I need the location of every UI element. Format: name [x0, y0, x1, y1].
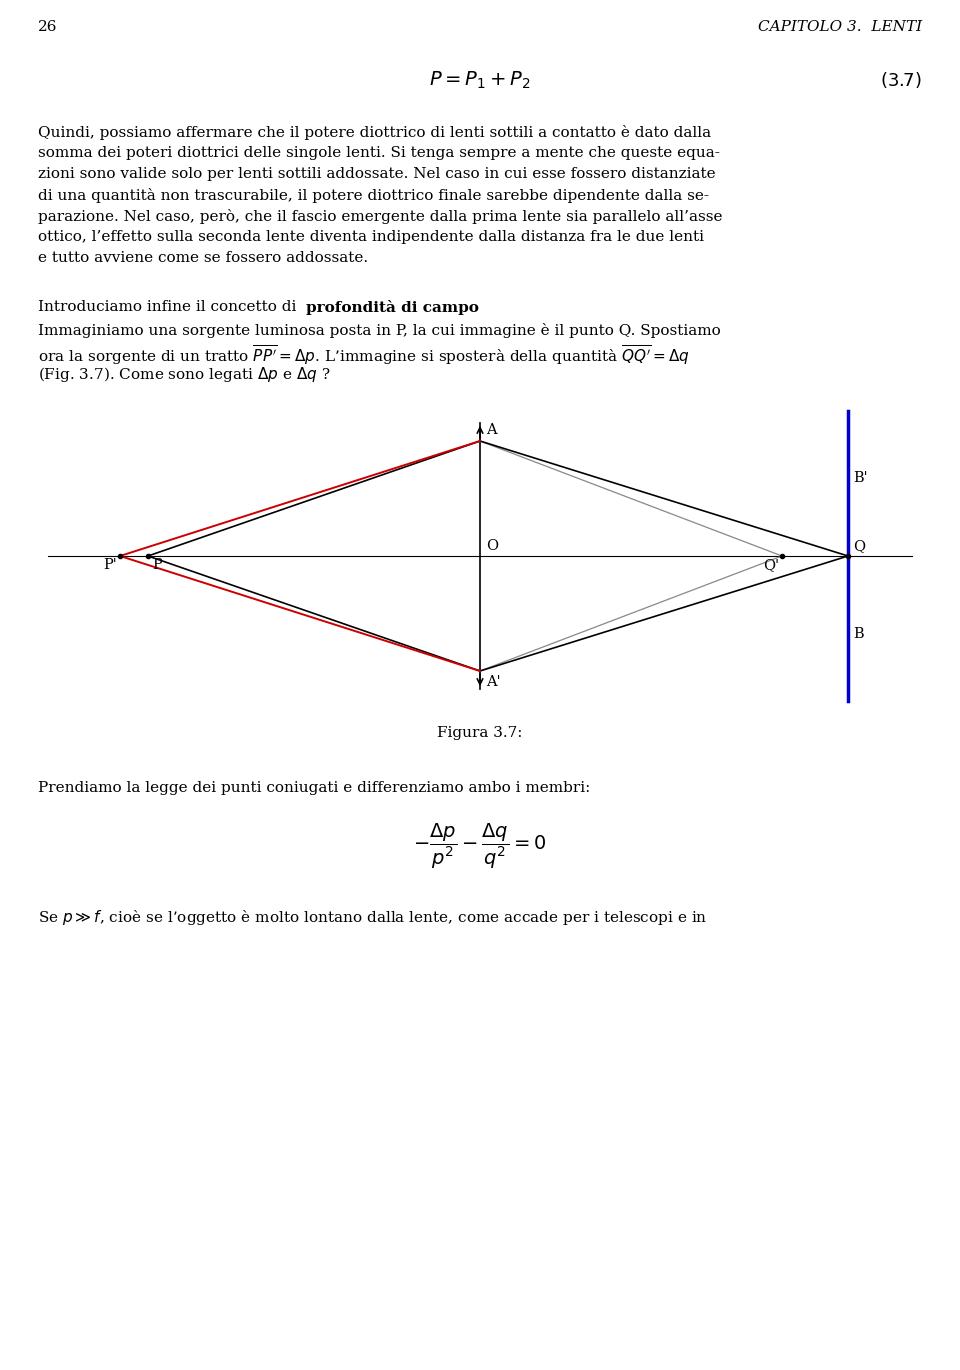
Text: profondità di campo: profondità di campo	[306, 300, 479, 315]
Text: .: .	[442, 300, 446, 314]
Text: Quindi, possiamo affermare che il potere diottrico di lenti sottili a contatto è: Quindi, possiamo affermare che il potere…	[38, 125, 711, 140]
Text: O: O	[486, 538, 498, 553]
Text: P: P	[152, 558, 161, 573]
Text: B: B	[853, 627, 864, 641]
Text: Introduciamo infine il concetto di: Introduciamo infine il concetto di	[38, 300, 301, 314]
Text: Figura 3.7:: Figura 3.7:	[437, 726, 523, 740]
Text: 26: 26	[38, 21, 58, 34]
Text: Prendiamo la legge dei punti coniugati e differenziamo ambo i membri:: Prendiamo la legge dei punti coniugati e…	[38, 781, 590, 795]
Text: A': A'	[486, 675, 500, 689]
Text: $P = P_1 + P_2$: $P = P_1 + P_2$	[429, 70, 531, 90]
Text: ora la sorgente di un tratto $\overline{PP'} = \Delta p$. L’immagine si sposterà: ora la sorgente di un tratto $\overline{…	[38, 344, 690, 367]
Text: B': B'	[853, 471, 868, 485]
Text: CAPITOLO 3.  LENTI: CAPITOLO 3. LENTI	[757, 21, 922, 34]
Text: Q': Q'	[763, 558, 779, 573]
Text: Se $p \gg f$, cioè se l’oggetto è molto lontano dalla lente, come accade per i t: Se $p \gg f$, cioè se l’oggetto è molto …	[38, 908, 708, 927]
Text: $-\dfrac{\Delta p}{p^2} - \dfrac{\Delta q}{q^2} = 0$: $-\dfrac{\Delta p}{p^2} - \dfrac{\Delta …	[413, 821, 547, 871]
Text: (Fig. 3.7). Come sono legati $\Delta p$ e $\Delta q$ ?: (Fig. 3.7). Come sono legati $\Delta p$ …	[38, 364, 330, 384]
Text: Q: Q	[853, 538, 865, 553]
Text: zioni sono valide solo per lenti sottili addossate. Nel caso in cui esse fossero: zioni sono valide solo per lenti sottili…	[38, 167, 715, 181]
Text: A: A	[486, 423, 496, 437]
Text: ottico, l’effetto sulla seconda lente diventa indipendente dalla distanza fra le: ottico, l’effetto sulla seconda lente di…	[38, 230, 704, 244]
Text: Immaginiamo una sorgente luminosa posta in P, la cui immagine è il punto Q. Spos: Immaginiamo una sorgente luminosa posta …	[38, 323, 721, 338]
Text: e tutto avviene come se fossero addossate.: e tutto avviene come se fossero addossat…	[38, 251, 368, 264]
Text: $(3.7)$: $(3.7)$	[880, 70, 922, 90]
Text: P': P'	[104, 558, 117, 573]
Text: di una quantità non trascurabile, il potere diottrico finale sarebbe dipendente : di una quantità non trascurabile, il pot…	[38, 188, 709, 203]
Text: somma dei poteri diottrici delle singole lenti. Si tenga sempre a mente che ques: somma dei poteri diottrici delle singole…	[38, 147, 720, 160]
Text: parazione. Nel caso, però, che il fascio emergente dalla prima lente sia paralle: parazione. Nel caso, però, che il fascio…	[38, 210, 723, 225]
